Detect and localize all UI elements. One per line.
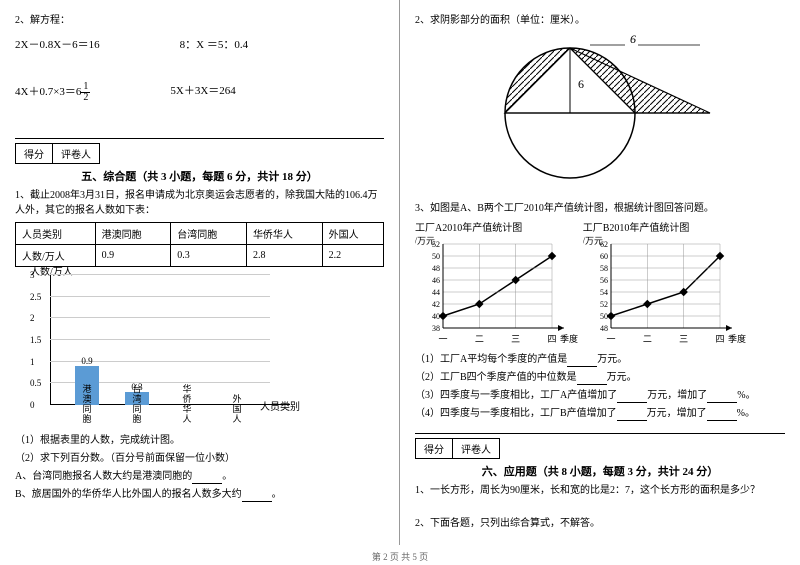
chart-b: 工厂B2010年产值统计图 4850525456586062一二三四产值/万元季…	[583, 219, 748, 349]
eq-1-2: 8：X ＝5：0.4	[180, 36, 248, 52]
svg-text:四: 四	[547, 334, 556, 344]
line-charts-row: 工厂A2010年产值统计图 3840424446485052一二三四产值/万元季…	[415, 219, 785, 349]
svg-text:一: 一	[438, 334, 447, 344]
svg-text:42: 42	[432, 300, 440, 309]
blank-3-3a[interactable]	[617, 391, 647, 403]
svg-text:50: 50	[600, 312, 608, 321]
svg-text:二: 二	[643, 334, 652, 344]
svg-text:60: 60	[600, 252, 608, 261]
q3-sub4: （4）四季度与一季度相比，工厂B产值增加了万元，增加了%。	[415, 406, 785, 421]
blank-3-3b[interactable]	[707, 391, 737, 403]
q2-shade-title: 2、求阴影部分的面积（单位：厘米）。	[415, 13, 785, 28]
sub-q1: （1）根据表里的人数，完成统计图。	[15, 433, 384, 448]
svg-text:三: 三	[679, 334, 688, 344]
svg-text:50: 50	[432, 252, 440, 261]
th-overseas: 华侨华人	[246, 223, 322, 245]
q5-1-intro: 1、截止2008年3月31日，报名申请成为北京奥运会志愿者的，除我国大陆的106…	[15, 188, 384, 218]
y-axis-title: 人数/万人	[30, 263, 73, 278]
svg-text:40: 40	[432, 312, 440, 321]
svg-text:56: 56	[600, 276, 608, 285]
section-5-title: 五、综合题（共 3 小题，每题 6 分，共计 18 分）	[15, 168, 384, 184]
v4: 2.2	[322, 245, 383, 267]
section-6-title: 六、应用题（共 8 小题，每题 3 分，共计 24 分）	[415, 463, 785, 479]
svg-text:48: 48	[600, 324, 608, 333]
score-box-5: 得分 评卷人	[15, 143, 100, 164]
eq-1-1: 2X－0.8X－6＝16	[15, 36, 100, 52]
sub-qA: A、台湾同胞报名人数大约是港澳同胞的。	[15, 469, 384, 484]
svg-text:48: 48	[432, 264, 440, 273]
v2: 0.3	[171, 245, 247, 267]
blank-3-2[interactable]	[577, 373, 607, 385]
svg-text:二: 二	[475, 334, 484, 344]
circle-figure: 6 6	[470, 33, 730, 193]
svg-text:季度: 季度	[728, 333, 746, 344]
svg-text:季度: 季度	[560, 333, 578, 344]
q3-title: 3、如图是A、B两个工厂2010年产值统计图，根据统计图回答问题。	[415, 201, 785, 216]
bar-chart: 人数/万人 人员类别 00.511.522.53 0.90.3 港澳同胞台湾同胞…	[30, 275, 290, 425]
sub-qB: B、旅居国外的华侨华人比外国人的报名人数多大约。	[15, 487, 384, 502]
q6-2: 2、下面各题，只列出综合算式，不解答。	[415, 516, 785, 531]
sub-q2: （2）求下列百分数。（百分号前面保留一位小数）	[15, 451, 384, 466]
th-hk: 港澳同胞	[95, 223, 171, 245]
svg-text:44: 44	[432, 288, 440, 297]
svg-text:54: 54	[600, 288, 608, 297]
blank-3-4b[interactable]	[707, 409, 737, 421]
svg-text:52: 52	[600, 300, 608, 309]
grader-label: 评卷人	[53, 144, 99, 163]
eq-2-1: 4X＋0.7×3＝612	[15, 82, 90, 103]
blank-3-1[interactable]	[567, 355, 597, 367]
th-tw: 台湾同胞	[171, 223, 247, 245]
v1: 0.9	[95, 245, 171, 267]
blank-3-4a[interactable]	[617, 409, 647, 421]
q3-sub3: （3）四季度与一季度相比，工厂A产值增加了万元，增加了%。	[415, 388, 785, 403]
top-label: 6	[630, 33, 636, 46]
svg-text:一: 一	[606, 334, 615, 344]
q3-sub1: （1）工厂A平均每个季度的产值是万元。	[415, 352, 785, 367]
svg-text:38: 38	[432, 324, 440, 333]
score-box-6: 得分 评卷人	[415, 438, 500, 459]
score-label: 得分	[16, 144, 53, 163]
page-footer: 第 2 页 共 5 页	[0, 550, 800, 563]
svg-text:三: 三	[511, 334, 520, 344]
svg-text:产值/万元: 产值/万元	[583, 236, 603, 246]
chart-a: 工厂A2010年产值统计图 3840424446485052一二三四产值/万元季…	[415, 219, 580, 349]
radius-label: 6	[578, 77, 584, 91]
svg-text:46: 46	[432, 276, 440, 285]
svg-text:58: 58	[600, 264, 608, 273]
blank-b[interactable]	[242, 490, 272, 502]
eq-2-2: 5X＋3X＝264	[170, 82, 235, 103]
v3: 2.8	[246, 245, 322, 267]
q3-sub2: （2）工厂B四个季度产值的中位数是万元。	[415, 370, 785, 385]
th-category: 人员类别	[16, 223, 96, 245]
x-axis-title: 人员类别	[260, 398, 300, 413]
volunteer-table: 人员类别 港澳同胞 台湾同胞 华侨华人 外国人 人数/万人 0.9 0.3 2.…	[15, 222, 384, 267]
svg-text:产值/万元: 产值/万元	[415, 236, 435, 246]
q6-1: 1、一长方形，周长为90厘米，长和宽的比是2：7，这个长方形的面积是多少？	[415, 483, 785, 498]
svg-text:四: 四	[715, 334, 724, 344]
th-foreign: 外国人	[322, 223, 383, 245]
q2-solve-title: 2、解方程：	[15, 13, 384, 28]
blank-a[interactable]	[192, 472, 222, 484]
